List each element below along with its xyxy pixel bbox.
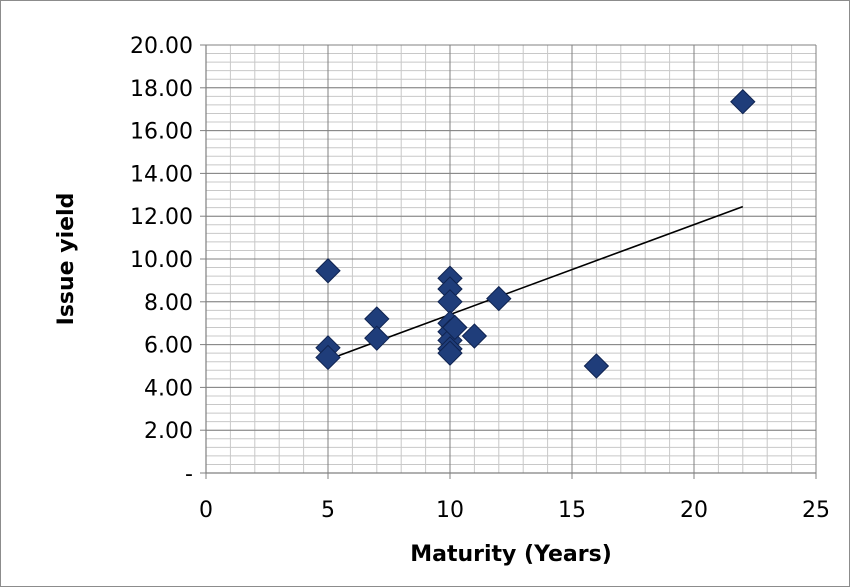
data-point bbox=[315, 344, 341, 371]
x-tick-label: 15 bbox=[558, 498, 586, 523]
major-gridlines bbox=[205, 44, 817, 474]
data-point bbox=[315, 258, 341, 284]
y-tick-label: 18.00 bbox=[130, 77, 193, 102]
y-tick-label: 4.00 bbox=[144, 376, 193, 401]
data-point bbox=[583, 353, 610, 379]
x-tick-label: 25 bbox=[802, 498, 830, 523]
axes bbox=[200, 44, 817, 479]
y-tick-label: 16.00 bbox=[130, 120, 193, 145]
y-tick-label: 10.00 bbox=[130, 248, 193, 273]
data-point bbox=[486, 285, 512, 312]
trendline-group bbox=[327, 205, 744, 361]
x-tick-label: 5 bbox=[321, 498, 335, 523]
y-tick-labels: - 2.00 4.00 6.00 8.00 10.00 12.00 14.00 16.00 18.… bbox=[130, 34, 193, 487]
x-tick-label: 10 bbox=[436, 498, 464, 523]
x-axis-title: Maturity (Years) bbox=[410, 542, 612, 567]
y-tick-label: 8.00 bbox=[144, 291, 193, 316]
data-point bbox=[442, 314, 468, 341]
y-tick-label: 14.00 bbox=[130, 162, 193, 187]
x-tick-label: 0 bbox=[199, 498, 213, 523]
data-points bbox=[315, 89, 756, 379]
y-tick-label: - bbox=[185, 462, 193, 487]
y-tick-label: 6.00 bbox=[144, 334, 193, 359]
y-tick-label: 2.00 bbox=[144, 419, 193, 444]
trendline bbox=[327, 205, 744, 361]
y-axis-title: Issue yield bbox=[54, 193, 79, 326]
y-tick-label: 20.00 bbox=[130, 34, 193, 59]
data-point bbox=[461, 323, 488, 349]
x-tick-label: 20 bbox=[680, 498, 708, 523]
y-tick-label: 12.00 bbox=[130, 205, 193, 230]
x-tick-labels: 0 5 10 15 20 25 bbox=[199, 498, 830, 523]
data-point bbox=[730, 89, 756, 115]
data-point bbox=[364, 325, 390, 351]
data-point bbox=[437, 340, 463, 366]
